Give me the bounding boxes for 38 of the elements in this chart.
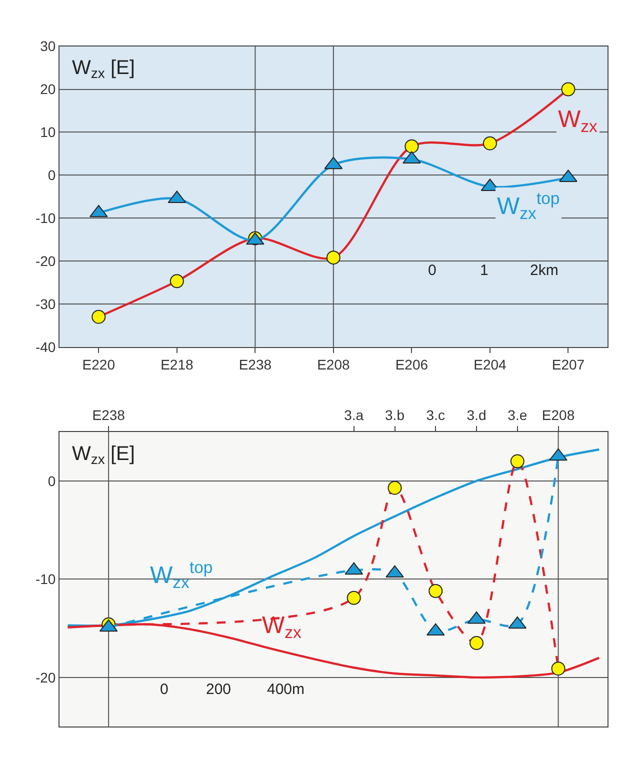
x-tick-label: 3.d — [466, 407, 486, 424]
y-tick-label: 0 — [48, 472, 56, 489]
y-tick-label: 30 — [40, 38, 56, 54]
y-axis-title: W$_{zx}$ [E] — [72, 443, 135, 468]
y-tick-label: 20 — [40, 81, 56, 98]
y-tick-label: -20 — [35, 252, 56, 269]
x-tick-label: E208 — [542, 407, 575, 424]
annotation: 0 — [160, 681, 168, 698]
point — [92, 310, 106, 324]
y-tick-label: -10 — [35, 210, 56, 226]
x-tick-label: 3.b — [385, 407, 405, 424]
x-tick-label: E207 — [552, 356, 585, 373]
annotation: 400m — [267, 681, 305, 698]
annotation: 1 — [480, 262, 488, 279]
y-tick-label: -40 — [35, 338, 56, 355]
x-tick-label: 3.a — [344, 407, 364, 424]
annotation: 200 — [206, 681, 232, 698]
point — [326, 250, 340, 265]
point — [170, 274, 184, 288]
series-label: W$_{zx}$ — [262, 612, 302, 642]
series-label: W$_{zx}$ — [558, 106, 598, 136]
x-tick-label: E206 — [395, 356, 428, 373]
annotation: 0 — [428, 262, 436, 279]
y-tick-label: 10 — [40, 124, 56, 140]
x-tick-label: E238 — [238, 356, 272, 373]
y-axis-title: W$_{zx}$ [E] — [72, 57, 135, 82]
y-tick-label: -10 — [35, 571, 56, 588]
y-tick-label: -30 — [35, 296, 56, 312]
x-tick-label: 3.c — [426, 407, 445, 424]
x-tick-label: 3.e — [508, 407, 528, 424]
x-tick-label: E220 — [82, 356, 116, 373]
y-tick-label: -20 — [35, 669, 56, 686]
x-tick-label: E208 — [317, 356, 350, 373]
annotation: 2km — [530, 262, 558, 279]
x-tick-label: E204 — [474, 356, 507, 373]
x-tick-label: E238 — [92, 407, 126, 424]
y-tick-label: 0 — [48, 167, 56, 184]
x-tick-label: E218 — [160, 356, 194, 373]
